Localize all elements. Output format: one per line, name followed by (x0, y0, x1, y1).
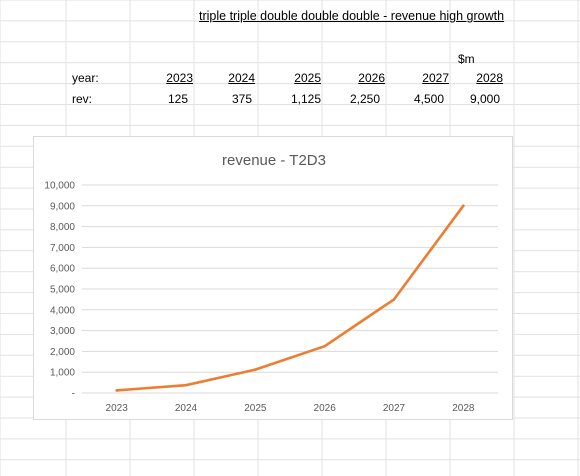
sheet-title[interactable]: triple triple double double double - rev… (199, 9, 505, 23)
y-tick-label: 4,000 (50, 305, 75, 316)
x-tick-label: 2026 (314, 403, 337, 414)
year-cell[interactable]: 2025 (294, 71, 321, 85)
chart-title: revenue - T2D3 (222, 152, 326, 169)
revenue-cell[interactable]: 375 (231, 92, 252, 106)
y-tick-label: 9,000 (50, 201, 75, 212)
revenue-data-point[interactable] (184, 383, 188, 387)
year-cell[interactable]: 2027 (422, 71, 449, 85)
revenue-cell[interactable]: 1,125 (290, 92, 321, 106)
revenue-data-point[interactable] (392, 298, 396, 301)
y-tick-label: 5,000 (50, 285, 75, 296)
revenue-cell[interactable]: 125 (167, 92, 188, 106)
revenue-series-line[interactable] (115, 204, 465, 392)
x-tick-label: 2024 (175, 403, 198, 414)
year-row-label[interactable]: year: (72, 71, 99, 85)
x-tick-label: 2025 (244, 403, 267, 414)
chart-area[interactable]: revenue - T2D3 - 1,000 2,000 3,000 4,000 5,000… (33, 136, 513, 420)
y-tick-label: 2,000 (50, 347, 75, 358)
revenue-cell[interactable]: 4,500 (413, 92, 444, 106)
revenue-cell[interactable]: 9,000 (469, 92, 500, 106)
x-tick-label: 2023 (106, 403, 129, 414)
unit-label[interactable]: $m (458, 52, 475, 66)
y-tick-label: 8,000 (50, 222, 75, 233)
y-tick-label: 10,000 (44, 181, 75, 192)
rev-row-label[interactable]: rev: (72, 92, 93, 106)
revenue-line-chart: revenue - T2D3 - 1,000 2,000 3,000 4,000 5,000… (44, 152, 498, 414)
y-tick-label: 3,000 (50, 326, 75, 337)
revenue-cell[interactable]: 2,250 (349, 92, 380, 106)
y-tick-label: 7,000 (50, 243, 75, 254)
year-cell[interactable]: 2024 (228, 71, 255, 85)
year-cell[interactable]: 2023 (166, 71, 193, 85)
revenue-data-point[interactable] (254, 368, 257, 371)
year-cell[interactable]: 2026 (358, 71, 385, 85)
year-cell[interactable]: 2028 (476, 71, 503, 85)
x-tick-label: 2027 (383, 403, 406, 414)
revenue-data-point[interactable] (462, 204, 465, 208)
x-tick-label: 2028 (452, 403, 475, 414)
revenue-data-point[interactable] (115, 389, 118, 392)
y-tick-label: 6,000 (50, 264, 75, 275)
revenue-data-point[interactable] (323, 344, 326, 348)
y-tick-label: 1,000 (50, 368, 75, 379)
y-tick-label: - (72, 389, 75, 400)
